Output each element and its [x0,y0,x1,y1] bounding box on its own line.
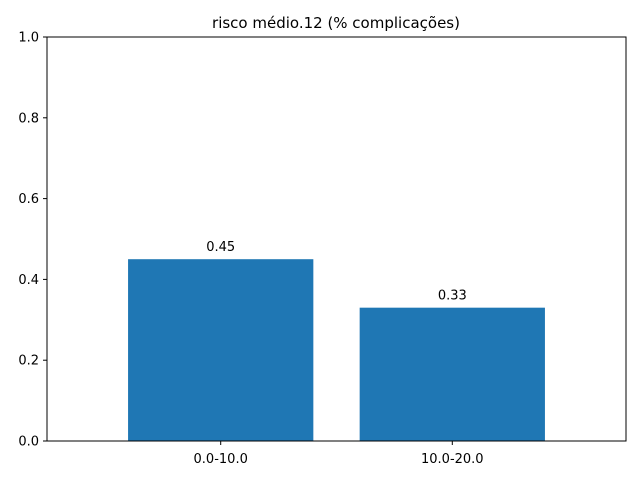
y-tick-label: 1.0 [18,31,39,46]
y-axis: 0.0 0.2 0.4 0.6 0.8 1.0 [18,31,47,450]
bars-group [128,259,545,441]
y-tick-label: 0.2 [18,354,39,369]
x-axis: 0.0-10.0 10.0-20.0 [194,441,484,467]
y-tick-label: 0.0 [18,435,39,450]
y-tick-label: 0.6 [18,192,39,207]
y-tick-label: 0.8 [18,111,39,126]
plot-frame [46,36,627,442]
bar-0.0-10.0 [128,259,314,441]
y-tick-label: 0.4 [18,273,39,288]
x-tick-label: 0.0-10.0 [194,452,248,467]
bar-value-labels: 0.45 0.33 [206,240,467,303]
chart-title: risco médio.12 (% complicações) [212,14,460,32]
bar-value-label: 0.45 [206,240,235,255]
bar-value-label: 0.33 [438,289,467,304]
x-tick-label: 10.0-20.0 [421,452,484,467]
bar-10.0-20.0 [359,307,545,441]
